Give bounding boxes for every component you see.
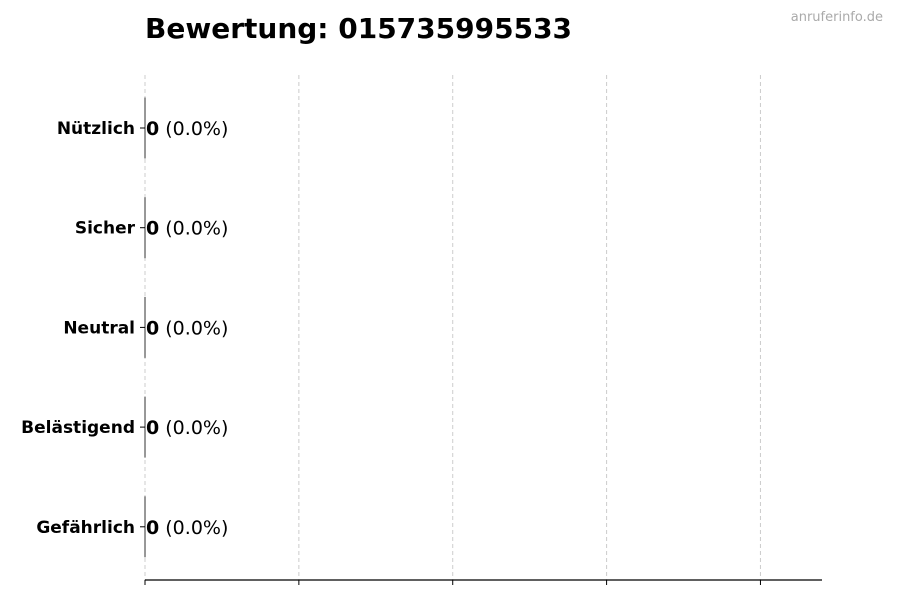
value-label: 0	[146, 218, 159, 240]
data-label: 0 (0.0%)	[146, 118, 228, 140]
percent-label: (0.0%)	[159, 417, 228, 439]
percent-label: (0.0%)	[159, 317, 228, 339]
y-tick-label: Sicher	[75, 219, 136, 239]
value-label: 0	[146, 118, 159, 140]
y-tick-label: Gefährlich	[36, 518, 135, 538]
watermark: anruferinfo.de	[790, 10, 883, 25]
data-label: 0 (0.0%)	[146, 517, 228, 539]
y-tick-label: Belästigend	[21, 418, 135, 438]
value-label: 0	[146, 417, 159, 439]
percent-label: (0.0%)	[159, 118, 228, 140]
data-label: 0 (0.0%)	[146, 417, 228, 439]
value-label: 0	[146, 317, 159, 339]
value-label: 0	[146, 517, 159, 539]
percent-label: (0.0%)	[159, 517, 228, 539]
data-label: 0 (0.0%)	[146, 218, 228, 240]
percent-label: (0.0%)	[159, 218, 228, 240]
y-tick-label: Neutral	[63, 318, 135, 338]
data-label: 0 (0.0%)	[146, 317, 228, 339]
chart-title: Bewertung: 015735995533	[145, 12, 573, 45]
y-tick-label: Nützlich	[57, 119, 135, 139]
